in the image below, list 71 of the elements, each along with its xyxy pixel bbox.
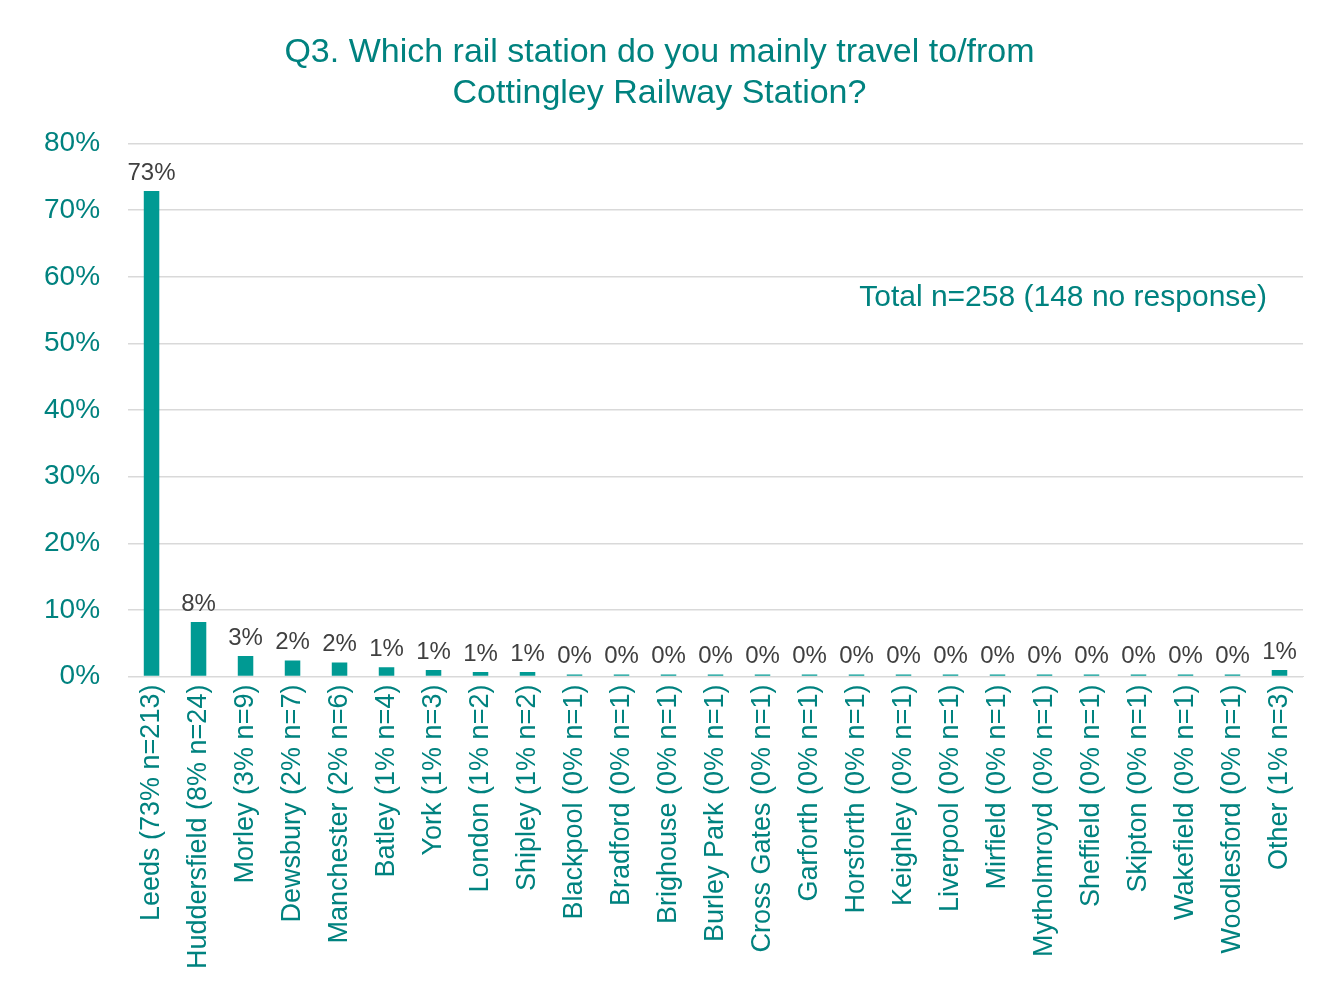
data-label: 0% <box>1074 641 1109 669</box>
x-tick-label: Garforth (0% n=1) <box>792 684 823 902</box>
chart-title: Q3. Which rail station do you mainly travel to/from Cottingley Railway Station? <box>284 30 1035 110</box>
data-label: 0% <box>1168 641 1203 669</box>
data-label: 1% <box>369 633 404 661</box>
data-label: 0% <box>792 641 827 669</box>
data-label: 2% <box>275 627 310 655</box>
data-label: 0% <box>1215 641 1250 669</box>
x-tick-label: Keighley (0% n=1) <box>886 684 917 906</box>
x-tick-label: Other (1% n=3) <box>1262 684 1293 870</box>
data-label: 0% <box>980 641 1015 669</box>
data-label: 1% <box>510 638 545 666</box>
x-tick-label: Wakefield (0% n=1) <box>1168 684 1199 920</box>
x-tick-label: London (1% n=2) <box>463 684 494 893</box>
data-label: 0% <box>604 641 639 669</box>
data-label: 73% <box>127 157 176 185</box>
y-tick-label: 10% <box>43 592 101 624</box>
y-tick-label: 70% <box>43 192 101 224</box>
x-tick-label: York (1% n=3) <box>416 684 447 856</box>
x-tick-label: Manchester (2% n=6) <box>322 684 353 944</box>
bar <box>284 660 301 676</box>
x-tick-label: Batley (1% n=4) <box>369 684 400 878</box>
data-label: 8% <box>181 588 216 616</box>
data-label: 0% <box>839 641 874 669</box>
data-label: 3% <box>228 622 263 650</box>
data-label: 0% <box>745 641 780 669</box>
y-tick-label: 50% <box>43 326 101 358</box>
x-tick-label: Skipton (0% n=1) <box>1121 684 1152 893</box>
data-label: 0% <box>651 641 686 669</box>
data-label: 0% <box>1121 641 1156 669</box>
data-label: 0% <box>698 641 733 669</box>
data-label: 1% <box>1262 636 1297 664</box>
y-tick-label: 60% <box>43 259 101 291</box>
data-label: 2% <box>322 629 357 657</box>
x-tick-label: Morley (3% n=9) <box>228 684 259 884</box>
x-tick-label: Huddersfield (8% n=24) <box>181 684 212 970</box>
bar <box>472 671 489 676</box>
data-label: 0% <box>886 641 921 669</box>
x-tick-label: Brighouse (0% n=1) <box>651 684 682 924</box>
annotation: Total n=258 (148 no response) <box>859 279 1267 313</box>
x-tick-label: Mirfield (0% n=1) <box>980 684 1011 890</box>
bar <box>190 621 207 676</box>
data-label: 0% <box>933 641 968 669</box>
x-tick-label: Blackpool (0% n=1) <box>557 684 588 920</box>
bar <box>143 190 160 676</box>
data-label: 1% <box>416 636 451 664</box>
x-tick-label: Liverpool (0% n=1) <box>933 684 964 912</box>
bar <box>1271 669 1288 676</box>
x-tick-label: Mytholmroyd (0% n=1) <box>1027 684 1058 957</box>
x-tick-label: Horsforth (0% n=1) <box>839 684 870 914</box>
y-tick-label: 0% <box>59 659 101 691</box>
x-tick-label: Leeds (73% n=213) <box>134 684 165 922</box>
data-label: 0% <box>1027 641 1062 669</box>
y-tick-label: 30% <box>43 459 101 491</box>
y-tick-label: 20% <box>43 526 101 558</box>
bar <box>519 671 536 676</box>
y-tick-label: 80% <box>43 126 101 158</box>
x-tick-label: Woodlesford (0% n=1) <box>1215 684 1246 954</box>
x-tick-label: Burley Park (0% n=1) <box>698 684 729 942</box>
data-label: 0% <box>557 641 592 669</box>
bar <box>331 662 348 676</box>
bar <box>425 669 442 676</box>
x-tick-label: Dewsbury (2% n=7) <box>275 684 306 923</box>
x-tick-label: Shipley (1% n=2) <box>510 684 541 891</box>
x-tick-label: Bradford (0% n=1) <box>604 684 635 906</box>
bar <box>237 655 254 676</box>
bar <box>378 667 395 676</box>
x-tick-label: Sheffield (0% n=1) <box>1074 684 1105 907</box>
data-label: 1% <box>463 638 498 666</box>
y-tick-label: 40% <box>43 392 101 424</box>
x-tick-label: Cross Gates (0% n=1) <box>745 684 776 953</box>
